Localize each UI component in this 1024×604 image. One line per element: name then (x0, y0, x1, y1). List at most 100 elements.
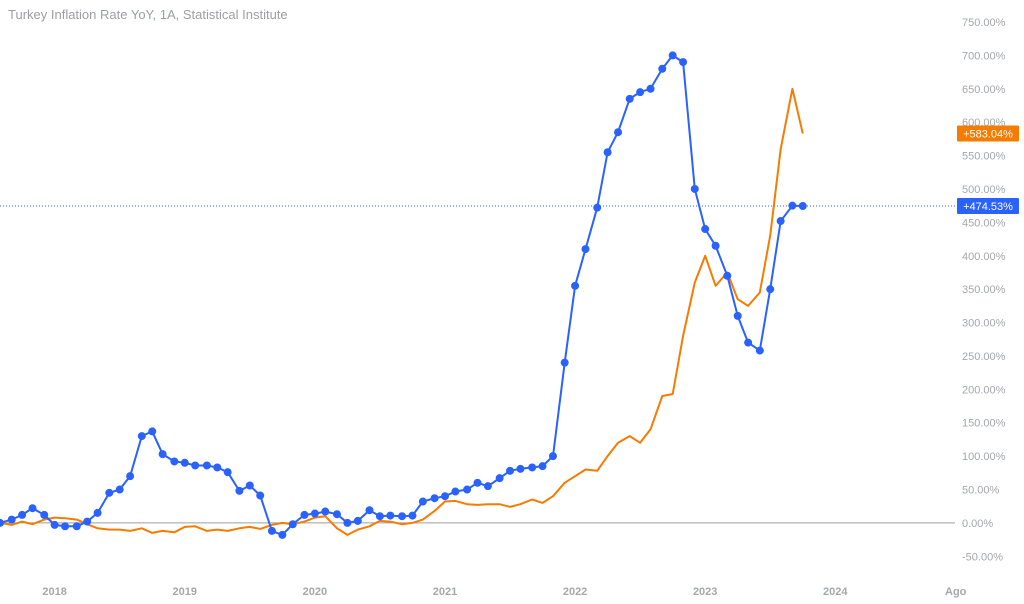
data-point (506, 466, 515, 475)
y-tick-label: 750.00% (962, 17, 1006, 29)
y-tick-label: 700.00% (962, 50, 1006, 62)
data-point (375, 512, 384, 521)
data-point (278, 530, 287, 539)
x-tick-label: 2023 (693, 586, 717, 598)
data-point (701, 225, 710, 234)
data-point (310, 509, 319, 518)
data-point (213, 463, 222, 472)
data-point (398, 512, 407, 521)
x-extra-label: Ago (945, 586, 967, 598)
data-point (223, 468, 232, 477)
data-point (115, 485, 124, 494)
data-point (593, 203, 602, 212)
x-tick-label: 2020 (303, 586, 327, 598)
y-tick-label: 100.00% (962, 451, 1006, 463)
data-point (548, 452, 557, 461)
data-point (93, 508, 102, 517)
data-point (245, 481, 254, 490)
data-point (733, 311, 742, 320)
data-point (343, 518, 352, 527)
data-point (288, 520, 297, 529)
data-point (72, 522, 81, 531)
data-point (755, 346, 764, 355)
data-point (7, 515, 16, 524)
last-value-badge (957, 125, 1019, 142)
data-point (625, 94, 634, 103)
data-point (560, 358, 569, 367)
data-point (581, 245, 590, 254)
data-point (408, 511, 417, 520)
last-value-label: +474.53% (963, 201, 1013, 213)
data-point (483, 482, 492, 491)
data-point (202, 461, 211, 470)
y-axis: -50.00% 0.00% 50.00% 100.00% 150.00% 200.00% 2… (962, 17, 1006, 563)
x-tick-label: 2021 (433, 586, 457, 598)
data-point (538, 462, 547, 471)
data-point (126, 472, 135, 481)
data-point (40, 510, 49, 519)
y-tick-label: 200.00% (962, 384, 1006, 396)
data-point (495, 474, 504, 483)
data-point (28, 504, 37, 513)
y-tick-label: 50.00% (962, 485, 1000, 497)
y-tick-label: 650.00% (962, 84, 1006, 96)
series-line (0, 54, 803, 536)
data-point (723, 271, 732, 280)
data-point (321, 507, 330, 516)
data-point (0, 518, 4, 527)
last-value-label: +583.04% (963, 129, 1013, 141)
data-point (365, 506, 374, 515)
data-point (463, 485, 472, 494)
data-point (18, 510, 27, 519)
y-tick-label: 250.00% (962, 351, 1006, 363)
data-point (668, 51, 677, 60)
data-point (766, 285, 775, 294)
x-tick-label: 2022 (563, 586, 587, 598)
data-point (636, 88, 645, 97)
y-tick-label: 0.00% (962, 518, 993, 530)
data-point (256, 491, 265, 500)
series-group (0, 51, 807, 539)
series-line (0, 87, 804, 536)
last-value-badges: +474.53% +583.04% (957, 125, 1019, 214)
data-point (418, 497, 427, 506)
reference-lines (0, 205, 955, 524)
data-point (690, 184, 699, 193)
data-point (646, 84, 655, 93)
data-point (528, 463, 537, 472)
y-tick-label: 450.00% (962, 217, 1006, 229)
y-tick-label: 500.00% (962, 184, 1006, 196)
data-point (137, 432, 146, 441)
data-point (679, 58, 688, 67)
x-tick-label: 2019 (173, 586, 197, 598)
y-tick-label: -50.00% (962, 551, 1003, 563)
x-axis: 2018 2019 2020 2021 2022 2023 2024 Ago (42, 586, 966, 598)
data-point (353, 516, 362, 525)
data-point (83, 517, 92, 526)
data-point (440, 492, 449, 501)
data-point (180, 458, 189, 467)
data-point (105, 488, 114, 497)
data-point (235, 486, 244, 495)
y-tick-label: 300.00% (962, 318, 1006, 330)
data-point (332, 510, 341, 519)
data-point (788, 201, 797, 210)
data-point (614, 128, 623, 137)
y-tick-label: 350.00% (962, 284, 1006, 296)
data-point (776, 217, 785, 226)
data-point (711, 241, 720, 250)
data-point (267, 526, 276, 535)
x-tick-label: 2018 (42, 586, 66, 598)
chart-title: Turkey Inflation Rate YoY, 1A, Statistic… (8, 7, 288, 22)
data-point (658, 64, 667, 73)
y-tick-label: 550.00% (962, 151, 1006, 163)
data-point (170, 457, 179, 466)
data-point (798, 201, 807, 210)
data-point (386, 511, 395, 520)
data-point (158, 450, 167, 459)
data-point (61, 522, 70, 531)
data-point (430, 494, 439, 503)
data-point (603, 148, 612, 157)
x-tick-label: 2024 (823, 586, 848, 598)
